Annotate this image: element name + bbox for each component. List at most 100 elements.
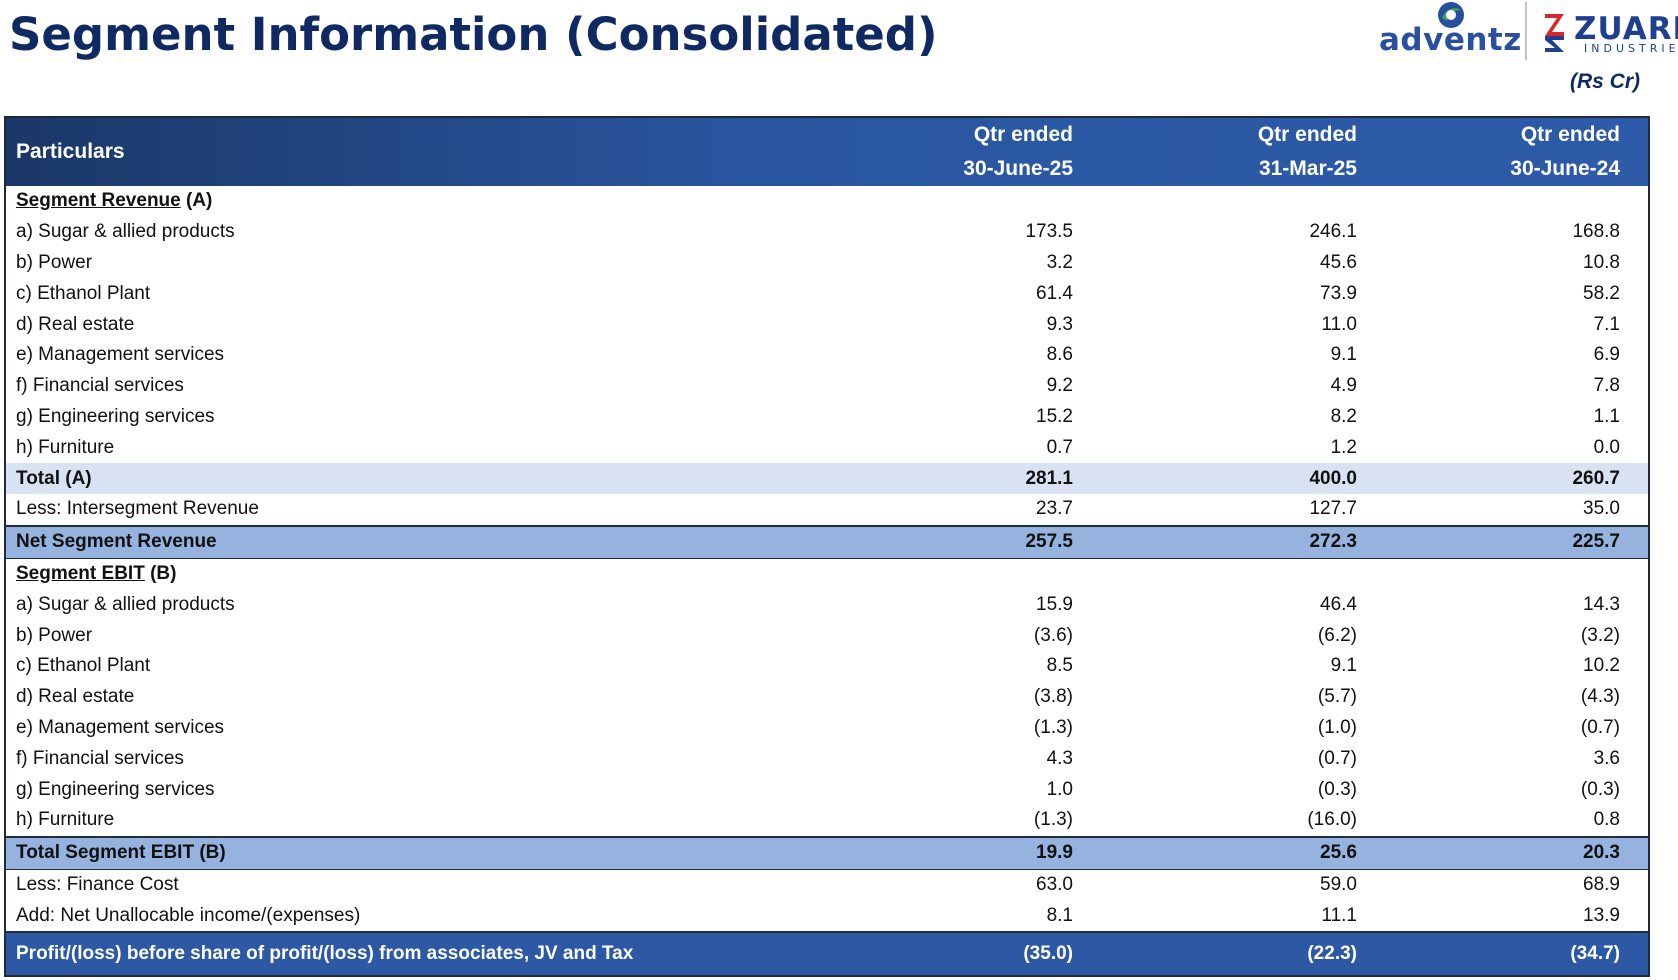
row-value-col-1: 8.5 — [1046, 655, 1073, 677]
row-value-col-2: 127.7 — [1309, 498, 1357, 520]
row-value-col-3: 1.1 — [1593, 405, 1620, 427]
row-label: Total (A) — [5, 463, 825, 494]
section-title: Segment EBIT — [16, 562, 145, 584]
row-value-col-1: 9.2 — [1046, 375, 1073, 397]
row-value-col-3: 20.3 — [1385, 835, 1649, 870]
row-label: e) Management services — [16, 344, 225, 366]
row-value-col-1: 23.7 — [1036, 498, 1073, 520]
row-value-col-2: 46.4 — [1320, 593, 1357, 615]
row-value-col-3: 7.1 — [1593, 313, 1620, 335]
table-body: Segment Revenue (A) a) Sugar & allied pro… — [5, 186, 1649, 977]
row-value-col-3: 68.9 — [1583, 873, 1620, 895]
table-row: Net Segment Revenue 257.5 272.3 225.7 — [5, 524, 1649, 559]
row-label: a) Sugar & allied products — [16, 593, 235, 615]
row-value-col-1: 19.9 — [825, 835, 1101, 870]
zuari-logo-icon — [1545, 14, 1564, 52]
table-row: Profit/(loss) before share of profit/(lo… — [5, 931, 1649, 977]
row-value-col-3: 3.6 — [1593, 747, 1620, 769]
row-value-col-3: (0.3) — [1580, 778, 1620, 800]
page-title: Segment Information (Consolidated) — [9, 8, 938, 61]
row-value-col-1: (3.8) — [1033, 686, 1073, 708]
row-value-col-2: 1.2 — [1330, 436, 1357, 458]
row-value-col-2: (5.7) — [1317, 686, 1357, 708]
row-value-col-1: (35.0) — [825, 931, 1101, 977]
header-col-2-line1: Qtr ended — [1257, 123, 1357, 146]
row-label: f) Financial services — [16, 747, 184, 769]
row-label: Less: Finance Cost — [16, 873, 179, 895]
row-value-col-2: 272.3 — [1101, 524, 1385, 559]
row-value-col-2: 4.9 — [1330, 375, 1357, 397]
row-value-col-3: 0.8 — [1593, 809, 1620, 831]
row-label: d) Real estate — [16, 313, 135, 335]
row-label: a) Sugar & allied products — [16, 221, 235, 243]
row-value-col-3: (34.7) — [1385, 931, 1649, 977]
row-value-col-2: 11.1 — [1321, 904, 1357, 926]
row-label: h) Furniture — [16, 436, 115, 458]
row-value-col-1: 0.7 — [1046, 436, 1073, 458]
row-label: Profit/(loss) before share of profit/(lo… — [5, 931, 825, 977]
row-label: Segment Revenue (A) — [5, 186, 1649, 217]
row-label: d) Real estate — [16, 686, 135, 708]
row-value-col-1: 8.1 — [1046, 904, 1073, 926]
section-suffix: (A) — [180, 190, 213, 212]
section-suffix: (B) — [144, 562, 177, 584]
logo-divider — [1525, 2, 1527, 60]
row-value-col-3: 225.7 — [1385, 524, 1649, 559]
table-row: Less: Finance Cost 63.0 59.0 68.9 — [5, 869, 1649, 900]
row-value-col-2: (6.2) — [1317, 624, 1357, 646]
row-value-col-1: 281.1 — [825, 463, 1101, 494]
header-col-3: Qtr ended 30-June-24 — [1385, 117, 1649, 186]
table-header-row: Particulars Qtr ended 30-June-25 Qtr end… — [5, 117, 1649, 186]
row-value-col-2: (0.3) — [1317, 778, 1357, 800]
row-label: c) Ethanol Plant — [16, 655, 151, 677]
table-row: Less: Intersegment Revenue 23.7 127.7 35.0 — [5, 494, 1649, 526]
row-value-col-3: (3.2) — [1580, 624, 1620, 646]
adventz-logo-icon — [1438, 2, 1464, 28]
segment-table: Particulars Qtr ended 30-June-25 Qtr end… — [4, 116, 1650, 978]
table-row: a) Sugar & allied products 173.5 246.1 168.… — [5, 217, 1649, 248]
row-value-col-3: 14.3 — [1583, 593, 1620, 615]
row-label: h) Furniture — [16, 809, 115, 831]
row-value-col-1: 257.5 — [825, 524, 1101, 559]
row-label: Add: Net Unallocable income/(expenses) — [16, 904, 361, 926]
row-value-col-2: (16.0) — [1307, 809, 1357, 831]
row-value-col-1: 8.6 — [1046, 344, 1073, 366]
row-label: b) Power — [16, 251, 93, 273]
section-header-row: Segment EBIT (B) — [5, 558, 1649, 589]
header-col-3-line2: 30-June-24 — [1510, 157, 1620, 180]
table-row: b) Power 3.2 45.6 10.8 — [5, 248, 1649, 279]
zuari-logo-text: ZUARI — [1574, 11, 1678, 47]
table-row: f) Financial services 9.2 4.9 7.8 — [5, 371, 1649, 402]
table-row: Add: Net Unallocable income/(expenses) 8.… — [5, 900, 1649, 932]
row-value-col-3: 13.9 — [1583, 904, 1620, 926]
row-value-col-3: 10.2 — [1583, 655, 1620, 677]
row-label: c) Ethanol Plant — [16, 282, 151, 304]
row-value-col-2: 8.2 — [1330, 405, 1357, 427]
row-label: g) Engineering services — [16, 778, 215, 800]
table-row: c) Ethanol Plant 61.4 73.9 58.2 — [5, 278, 1649, 309]
row-value-col-1: 63.0 — [1036, 873, 1073, 895]
row-value-col-2: (1.0) — [1317, 716, 1357, 738]
header-col-1: Qtr ended 30-June-25 — [825, 117, 1101, 186]
row-value-col-1: 1.0 — [1046, 778, 1073, 800]
row-value-col-2: (0.7) — [1317, 747, 1357, 769]
row-value-col-2: 59.0 — [1320, 873, 1357, 895]
table-row: a) Sugar & allied products 15.9 46.4 14.3 — [5, 589, 1649, 620]
row-value-col-2: (22.3) — [1101, 931, 1385, 977]
row-label: Segment EBIT (B) — [5, 558, 1649, 589]
row-value-col-1: (1.3) — [1033, 809, 1073, 831]
row-value-col-2: 9.1 — [1330, 344, 1357, 366]
row-value-col-2: 73.9 — [1320, 282, 1357, 304]
row-value-col-1: 9.3 — [1046, 313, 1073, 335]
row-label: Net Segment Revenue — [5, 524, 825, 559]
row-value-col-3: 10.8 — [1583, 251, 1620, 273]
row-label: g) Engineering services — [16, 405, 215, 427]
row-value-col-1: 15.9 — [1036, 593, 1073, 615]
table-row: Total (A) 281.1 400.0 260.7 — [5, 463, 1649, 494]
row-value-col-2: 11.0 — [1321, 313, 1357, 335]
units-label: (Rs Cr) — [1569, 70, 1640, 93]
table-row: b) Power (3.6) (6.2) (3.2) — [5, 620, 1649, 651]
row-value-col-3: 260.7 — [1385, 463, 1649, 494]
header-col-2-line2: 31-Mar-25 — [1258, 157, 1357, 180]
table-row: h) Furniture 0.7 1.2 0.0 — [5, 432, 1649, 463]
